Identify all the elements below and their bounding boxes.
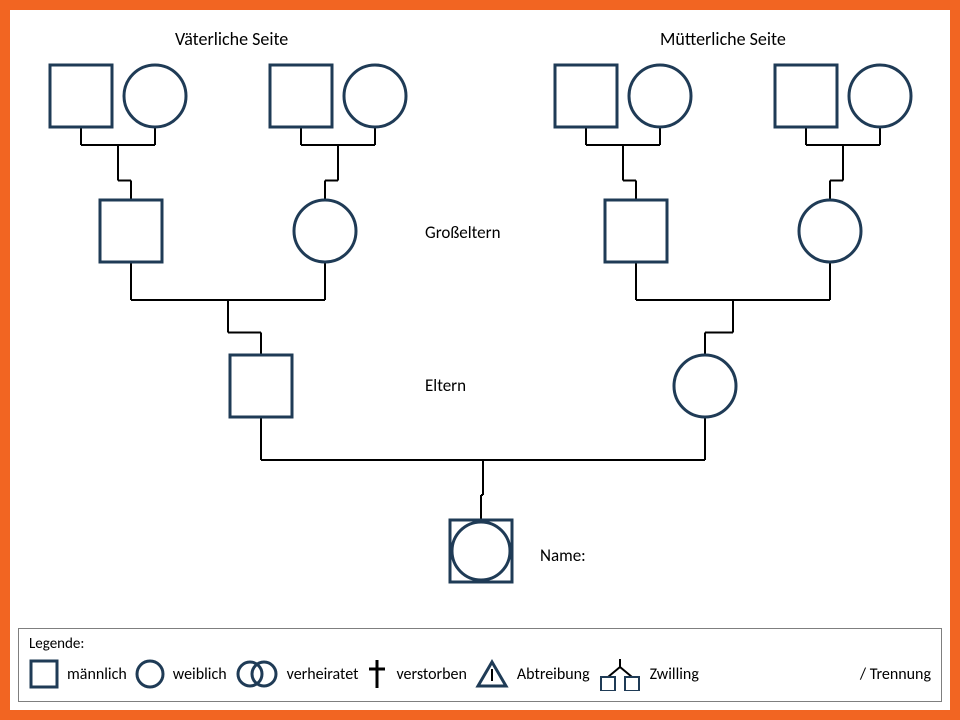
cross-icon (366, 658, 388, 690)
square-icon (29, 659, 59, 689)
legend-item-deceased: verstorben (366, 658, 466, 690)
genogram-frame: Väterliche Seite Mütterliche Seite Große… (0, 0, 960, 720)
label-name: Name: (540, 545, 586, 566)
label-maternal-side: Mütterliche Seite (660, 28, 786, 50)
label-parents: Eltern (425, 375, 466, 396)
circle-icon (135, 659, 165, 689)
legend-label-male: männlich (67, 665, 127, 684)
legend-item-male: männlich (29, 659, 127, 689)
legend-label-female: weiblich (173, 665, 227, 684)
married-icon (235, 659, 279, 689)
legend-label-abortion: Abtreibung (517, 665, 590, 684)
legend-label-separation: / Trennung (860, 665, 931, 684)
legend-item-separation: / Trennung (860, 665, 931, 684)
legend-item-abortion: Abtreibung (475, 659, 590, 689)
legend-item-female: weiblich (135, 659, 227, 689)
legend-item-twin: Zwilling (598, 657, 699, 691)
diagram-svg (0, 0, 960, 720)
legend-item-married: verheiratet (235, 659, 359, 689)
legend-row: männlich weiblich verheiratet verstorben… (29, 657, 931, 691)
legend-label-deceased: verstorben (396, 665, 466, 684)
legend-label-married: verheiratet (287, 665, 359, 684)
legend-label-twin: Zwilling (650, 665, 699, 684)
legend-box: Legende: männlich weiblich verheiratet v… (18, 628, 942, 702)
triangle-icon (475, 659, 509, 689)
twin-icon (598, 657, 642, 691)
label-grandparents: Großeltern (425, 222, 501, 243)
legend-title: Legende: (29, 635, 931, 653)
label-paternal-side: Väterliche Seite (175, 28, 288, 50)
